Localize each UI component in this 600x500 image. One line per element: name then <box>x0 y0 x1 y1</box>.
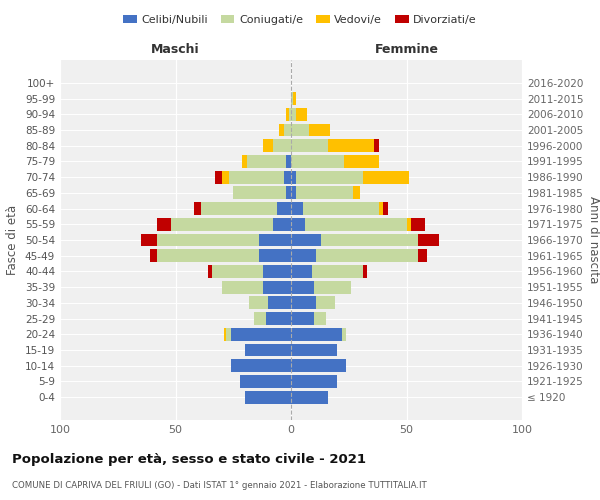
Bar <box>263 280 291 293</box>
Bar <box>362 265 367 278</box>
Bar <box>212 265 263 278</box>
Bar <box>222 170 229 183</box>
Bar <box>157 218 171 230</box>
Bar <box>291 108 296 120</box>
Bar <box>291 234 321 246</box>
Bar <box>293 92 296 105</box>
Legend: Celibi/Nubili, Coniugati/e, Vedovi/e, Divorziati/e: Celibi/Nubili, Coniugati/e, Vedovi/e, Di… <box>119 10 481 29</box>
Bar <box>291 250 316 262</box>
Bar <box>259 250 291 262</box>
Bar <box>280 124 284 136</box>
Bar <box>296 170 362 183</box>
Bar <box>291 375 337 388</box>
Bar <box>305 218 407 230</box>
Bar <box>284 170 291 183</box>
Bar <box>316 250 418 262</box>
Bar <box>328 139 374 152</box>
Bar <box>215 170 222 183</box>
Text: Popolazione per età, sesso e stato civile - 2021: Popolazione per età, sesso e stato civil… <box>12 452 366 466</box>
Bar <box>291 155 344 168</box>
Bar <box>245 344 291 356</box>
Bar <box>201 202 277 215</box>
Bar <box>286 108 289 120</box>
Bar <box>250 296 268 310</box>
Bar <box>314 280 351 293</box>
Text: Maschi: Maschi <box>151 44 200 57</box>
Bar <box>383 202 388 215</box>
Bar <box>171 218 272 230</box>
Bar <box>259 234 291 246</box>
Bar <box>291 218 305 230</box>
Bar <box>312 265 362 278</box>
Bar <box>291 170 296 183</box>
Bar <box>316 296 335 310</box>
Bar <box>266 312 291 325</box>
Bar <box>233 186 286 200</box>
Bar <box>291 265 312 278</box>
Bar <box>310 124 330 136</box>
Bar <box>291 328 342 341</box>
Bar <box>226 328 231 341</box>
Bar <box>268 296 291 310</box>
Bar <box>344 155 379 168</box>
Bar <box>291 312 314 325</box>
Bar <box>208 265 212 278</box>
Bar <box>342 328 346 341</box>
Bar <box>296 108 307 120</box>
Bar <box>141 234 157 246</box>
Bar <box>272 139 291 152</box>
Bar <box>296 186 353 200</box>
Y-axis label: Fasce di età: Fasce di età <box>7 205 19 275</box>
Bar <box>411 218 425 230</box>
Bar <box>418 250 427 262</box>
Bar <box>362 170 409 183</box>
Bar <box>194 202 201 215</box>
Bar <box>289 108 291 120</box>
Bar <box>291 92 293 105</box>
Bar <box>291 390 328 404</box>
Bar <box>321 234 418 246</box>
Bar <box>157 234 259 246</box>
Bar <box>286 155 291 168</box>
Bar <box>240 375 291 388</box>
Bar <box>272 218 291 230</box>
Bar <box>150 250 157 262</box>
Bar <box>291 296 316 310</box>
Bar <box>291 360 346 372</box>
Bar <box>302 202 379 215</box>
Bar <box>231 360 291 372</box>
Bar <box>284 124 291 136</box>
Bar <box>291 139 328 152</box>
Bar <box>263 265 291 278</box>
Bar <box>353 186 360 200</box>
Text: COMUNE DI CAPRIVA DEL FRIULI (GO) - Dati ISTAT 1° gennaio 2021 - Elaborazione TU: COMUNE DI CAPRIVA DEL FRIULI (GO) - Dati… <box>12 481 427 490</box>
Bar <box>254 312 266 325</box>
Bar <box>291 280 314 293</box>
Bar <box>291 124 310 136</box>
Bar <box>379 202 383 215</box>
Bar <box>231 328 291 341</box>
Bar <box>407 218 411 230</box>
Bar <box>291 186 296 200</box>
Bar <box>247 155 286 168</box>
Bar <box>242 155 247 168</box>
Bar <box>291 344 337 356</box>
Bar <box>286 186 291 200</box>
Y-axis label: Anni di nascita: Anni di nascita <box>587 196 600 284</box>
Bar <box>418 234 439 246</box>
Bar <box>245 390 291 404</box>
Bar <box>291 202 302 215</box>
Bar <box>222 280 263 293</box>
Text: Femmine: Femmine <box>374 44 439 57</box>
Bar <box>224 328 226 341</box>
Bar <box>314 312 326 325</box>
Bar <box>374 139 379 152</box>
Bar <box>277 202 291 215</box>
Bar <box>229 170 284 183</box>
Bar <box>157 250 259 262</box>
Bar <box>263 139 272 152</box>
